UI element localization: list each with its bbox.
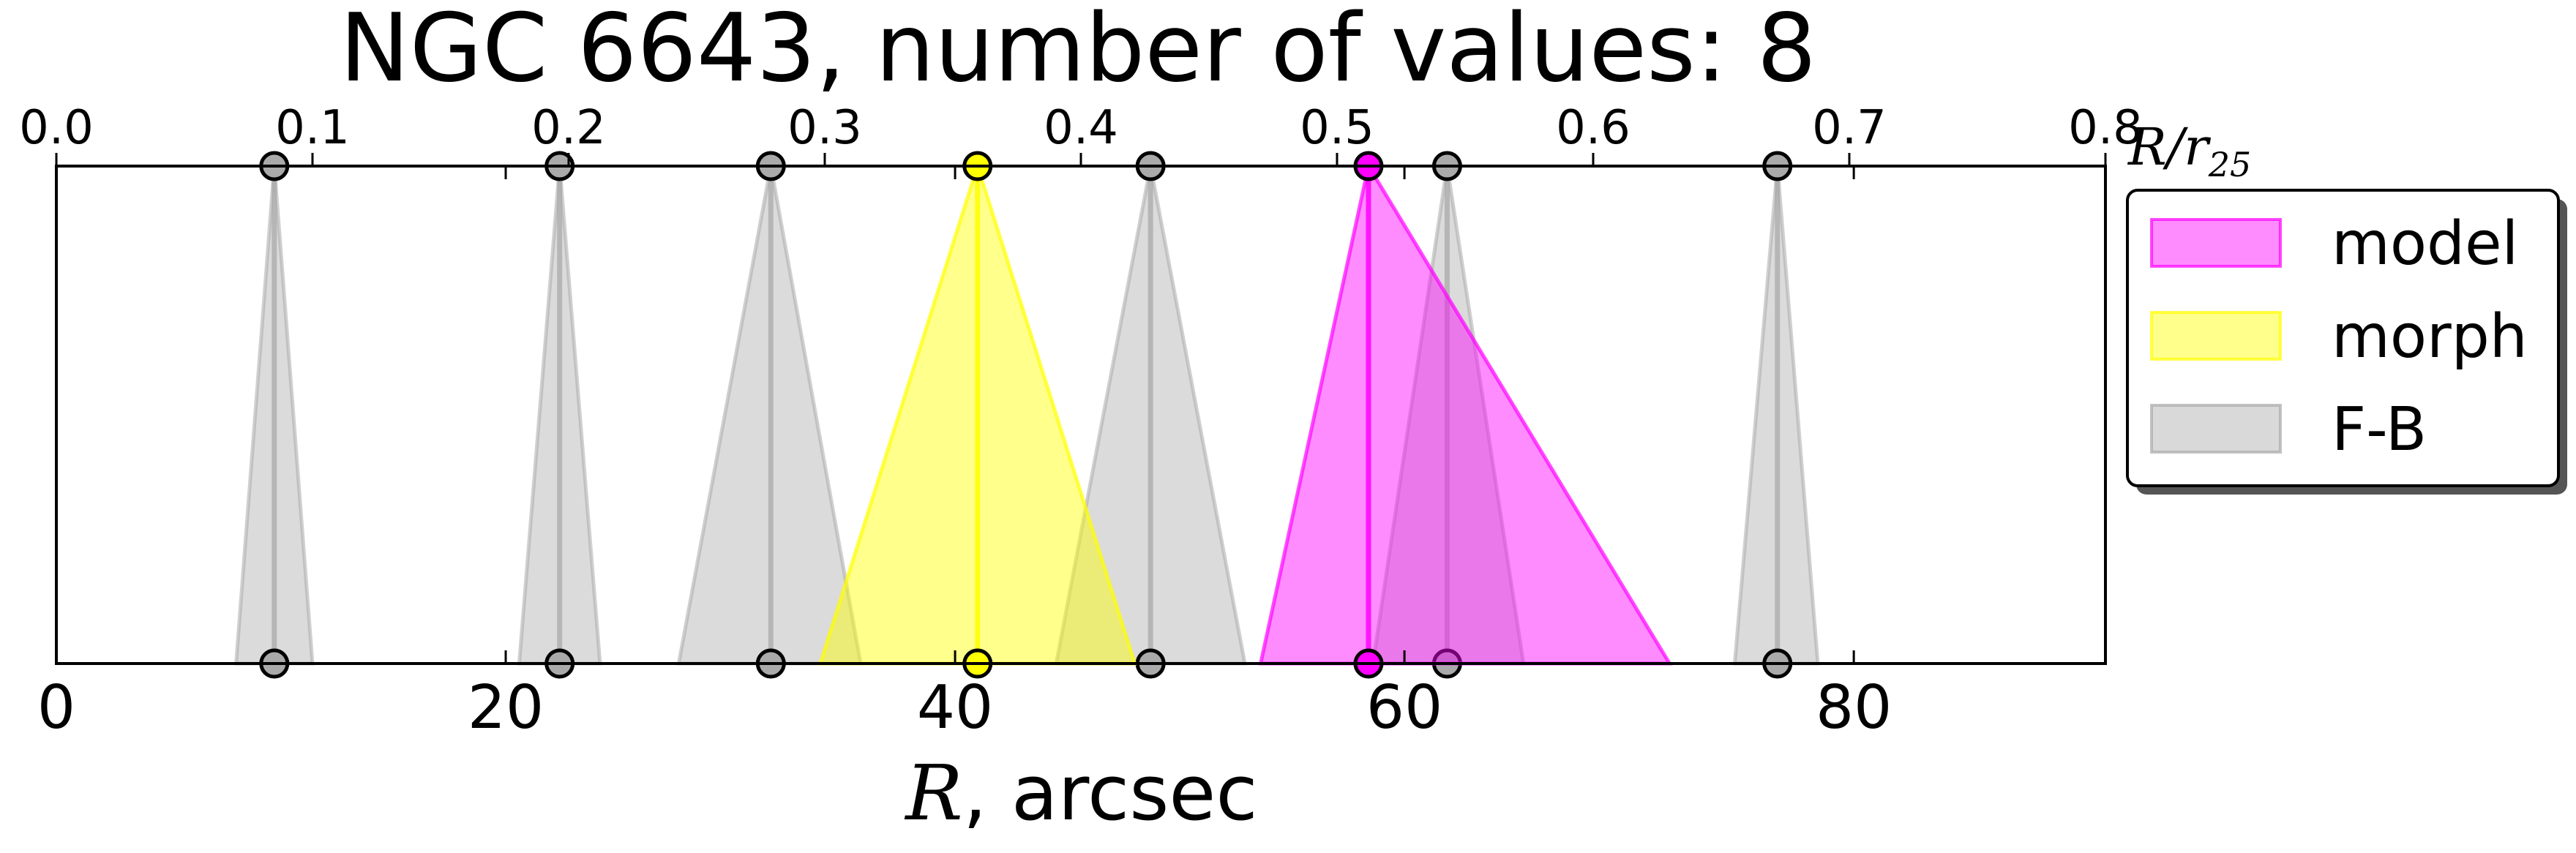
series-f-b-1 xyxy=(517,151,602,679)
top-tick-label: 0.2 xyxy=(531,101,606,155)
top-tick-label: 0.3 xyxy=(787,101,862,155)
legend-label: morph xyxy=(2332,302,2528,372)
x-tick-label: 40 xyxy=(917,673,993,743)
series-model-7 xyxy=(1258,151,1673,679)
top-tick-label: 0.8 xyxy=(2068,101,2143,155)
x-tick-label: 20 xyxy=(468,673,544,743)
top-tick-label: 0.5 xyxy=(1300,101,1374,155)
series-morph-6 xyxy=(817,151,1138,679)
chart-marks xyxy=(233,151,1820,679)
x-tick-label: 60 xyxy=(1366,673,1442,743)
legend-box xyxy=(2126,189,2560,487)
top-tick-label: 0.4 xyxy=(1044,101,1118,155)
legend-item-f-b: F-B xyxy=(2150,395,2427,465)
bottom-tick-labels: 0 20 40 60 80 xyxy=(37,673,1892,743)
legend-item-morph: morph xyxy=(2150,302,2528,372)
axis-ticks xyxy=(55,153,2107,664)
top-axis-label: R/r25 xyxy=(2127,117,2251,184)
chart-title: NGC 6643, number of values: 8 xyxy=(340,0,1816,103)
series-triangle xyxy=(1258,161,1673,666)
top-tick-labels: 0.0 0.1 0.2 0.3 0.4 0.5 0.6 0.7 0.8 xyxy=(19,101,2143,155)
series-f-b-0 xyxy=(233,151,315,679)
legend-label: model xyxy=(2332,209,2518,279)
x-axis-label: R, arcsec xyxy=(904,748,1257,838)
top-tick-label: 0.0 xyxy=(19,101,94,155)
x-tick-label: 80 xyxy=(1816,673,1892,743)
series-f-b-2 xyxy=(676,151,864,679)
top-tick-label: 0.7 xyxy=(1812,101,1887,155)
x-tick-label: 0 xyxy=(37,673,75,743)
legend-swatch xyxy=(2150,311,2282,361)
legend-item-model: model xyxy=(2150,209,2518,279)
top-tick-label: 0.1 xyxy=(275,101,350,155)
top-tick-label: 0.6 xyxy=(1556,101,1630,155)
series-f-b-5 xyxy=(1732,151,1820,679)
legend-label: F-B xyxy=(2332,395,2427,465)
legend-swatch xyxy=(2150,218,2282,268)
legend-swatch xyxy=(2150,404,2282,454)
legend-items: model morph F-B xyxy=(2150,209,2528,465)
legend: model morph F-B xyxy=(2126,189,2567,495)
